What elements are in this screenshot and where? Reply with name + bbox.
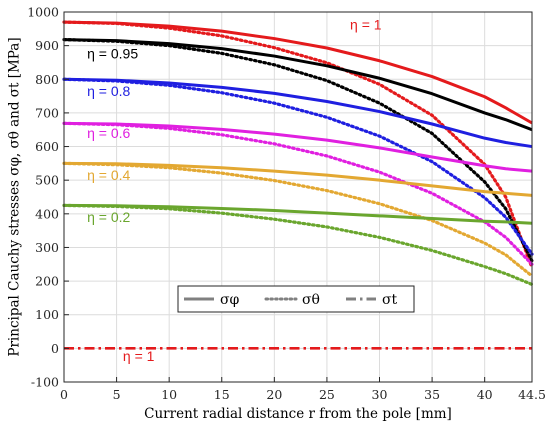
x-tick-label: 40 xyxy=(477,387,493,402)
x-tick-label: 0 xyxy=(60,387,68,402)
data-series xyxy=(62,20,534,350)
series-eta-0_6-sigma-phi xyxy=(63,121,533,173)
x-tick-label: 44.5 xyxy=(518,387,546,402)
x-tick-label: 30 xyxy=(372,387,388,402)
series-eta-0_4-sigma-theta xyxy=(62,161,534,278)
y-tick-label: 1000 xyxy=(27,5,59,20)
legend-label: σθ xyxy=(302,292,320,308)
series-eta-0_4-sigma-phi xyxy=(63,161,533,197)
y-axis-title: Principal Cauchy stresses σφ, σθ and σt … xyxy=(7,37,23,356)
legend-label: σt xyxy=(382,292,398,308)
annotation-label: η = 0.95 xyxy=(87,45,138,61)
series-eta-1-sigma-theta xyxy=(62,20,534,270)
annotation-label: η = 0.4 xyxy=(87,167,130,183)
y-tick-label: 800 xyxy=(35,72,59,87)
y-tick-label: -100 xyxy=(31,375,59,390)
y-tick-label: 400 xyxy=(35,206,59,221)
y-tick-label: 900 xyxy=(35,38,59,53)
x-tick-label: 35 xyxy=(424,387,440,402)
series-eta-0_8-sigma-phi xyxy=(63,77,533,149)
series-eta-0_2-sigma-theta xyxy=(62,203,534,287)
curve-annotations: η = 1 η = 0.95 η = 0.8 η = 0.6 η = 0.4 η = 0.… xyxy=(87,16,382,364)
x-tick-label: 25 xyxy=(319,387,335,402)
x-tick-label: 15 xyxy=(214,387,230,402)
x-tick-label: 5 xyxy=(113,387,121,402)
x-tick-label: 10 xyxy=(161,387,177,402)
x-axis-title: Current radial distance r from the pole … xyxy=(144,406,452,422)
axis-ticks: 0 5 10 15 20 25 30 35 40 44.5-1000100200300400500… xyxy=(27,5,546,403)
annotation-label: η = 1 xyxy=(350,16,382,32)
legend-label: σφ xyxy=(220,292,240,308)
annotation-label: η = 0.6 xyxy=(87,125,130,141)
y-tick-label: 200 xyxy=(35,274,59,289)
y-tick-label: 100 xyxy=(35,307,59,322)
annotation-label: η = 1 xyxy=(123,348,155,364)
plot-frame xyxy=(63,11,533,383)
y-tick-label: 300 xyxy=(35,240,59,255)
grid-lines xyxy=(63,11,533,383)
y-tick-label: 700 xyxy=(35,105,59,120)
series-eta-0_8-sigma-theta xyxy=(62,77,534,256)
x-tick-label: 20 xyxy=(266,387,282,402)
y-tick-label: 500 xyxy=(35,173,59,188)
annotation-label: η = 0.8 xyxy=(87,83,130,99)
y-tick-label: 600 xyxy=(35,139,59,154)
legend: σφ σθ σt xyxy=(177,285,415,313)
y-tick-label: 0 xyxy=(51,341,59,356)
annotation-label: η = 0.2 xyxy=(87,209,130,225)
series-eta-0_6-sigma-theta xyxy=(62,121,534,266)
